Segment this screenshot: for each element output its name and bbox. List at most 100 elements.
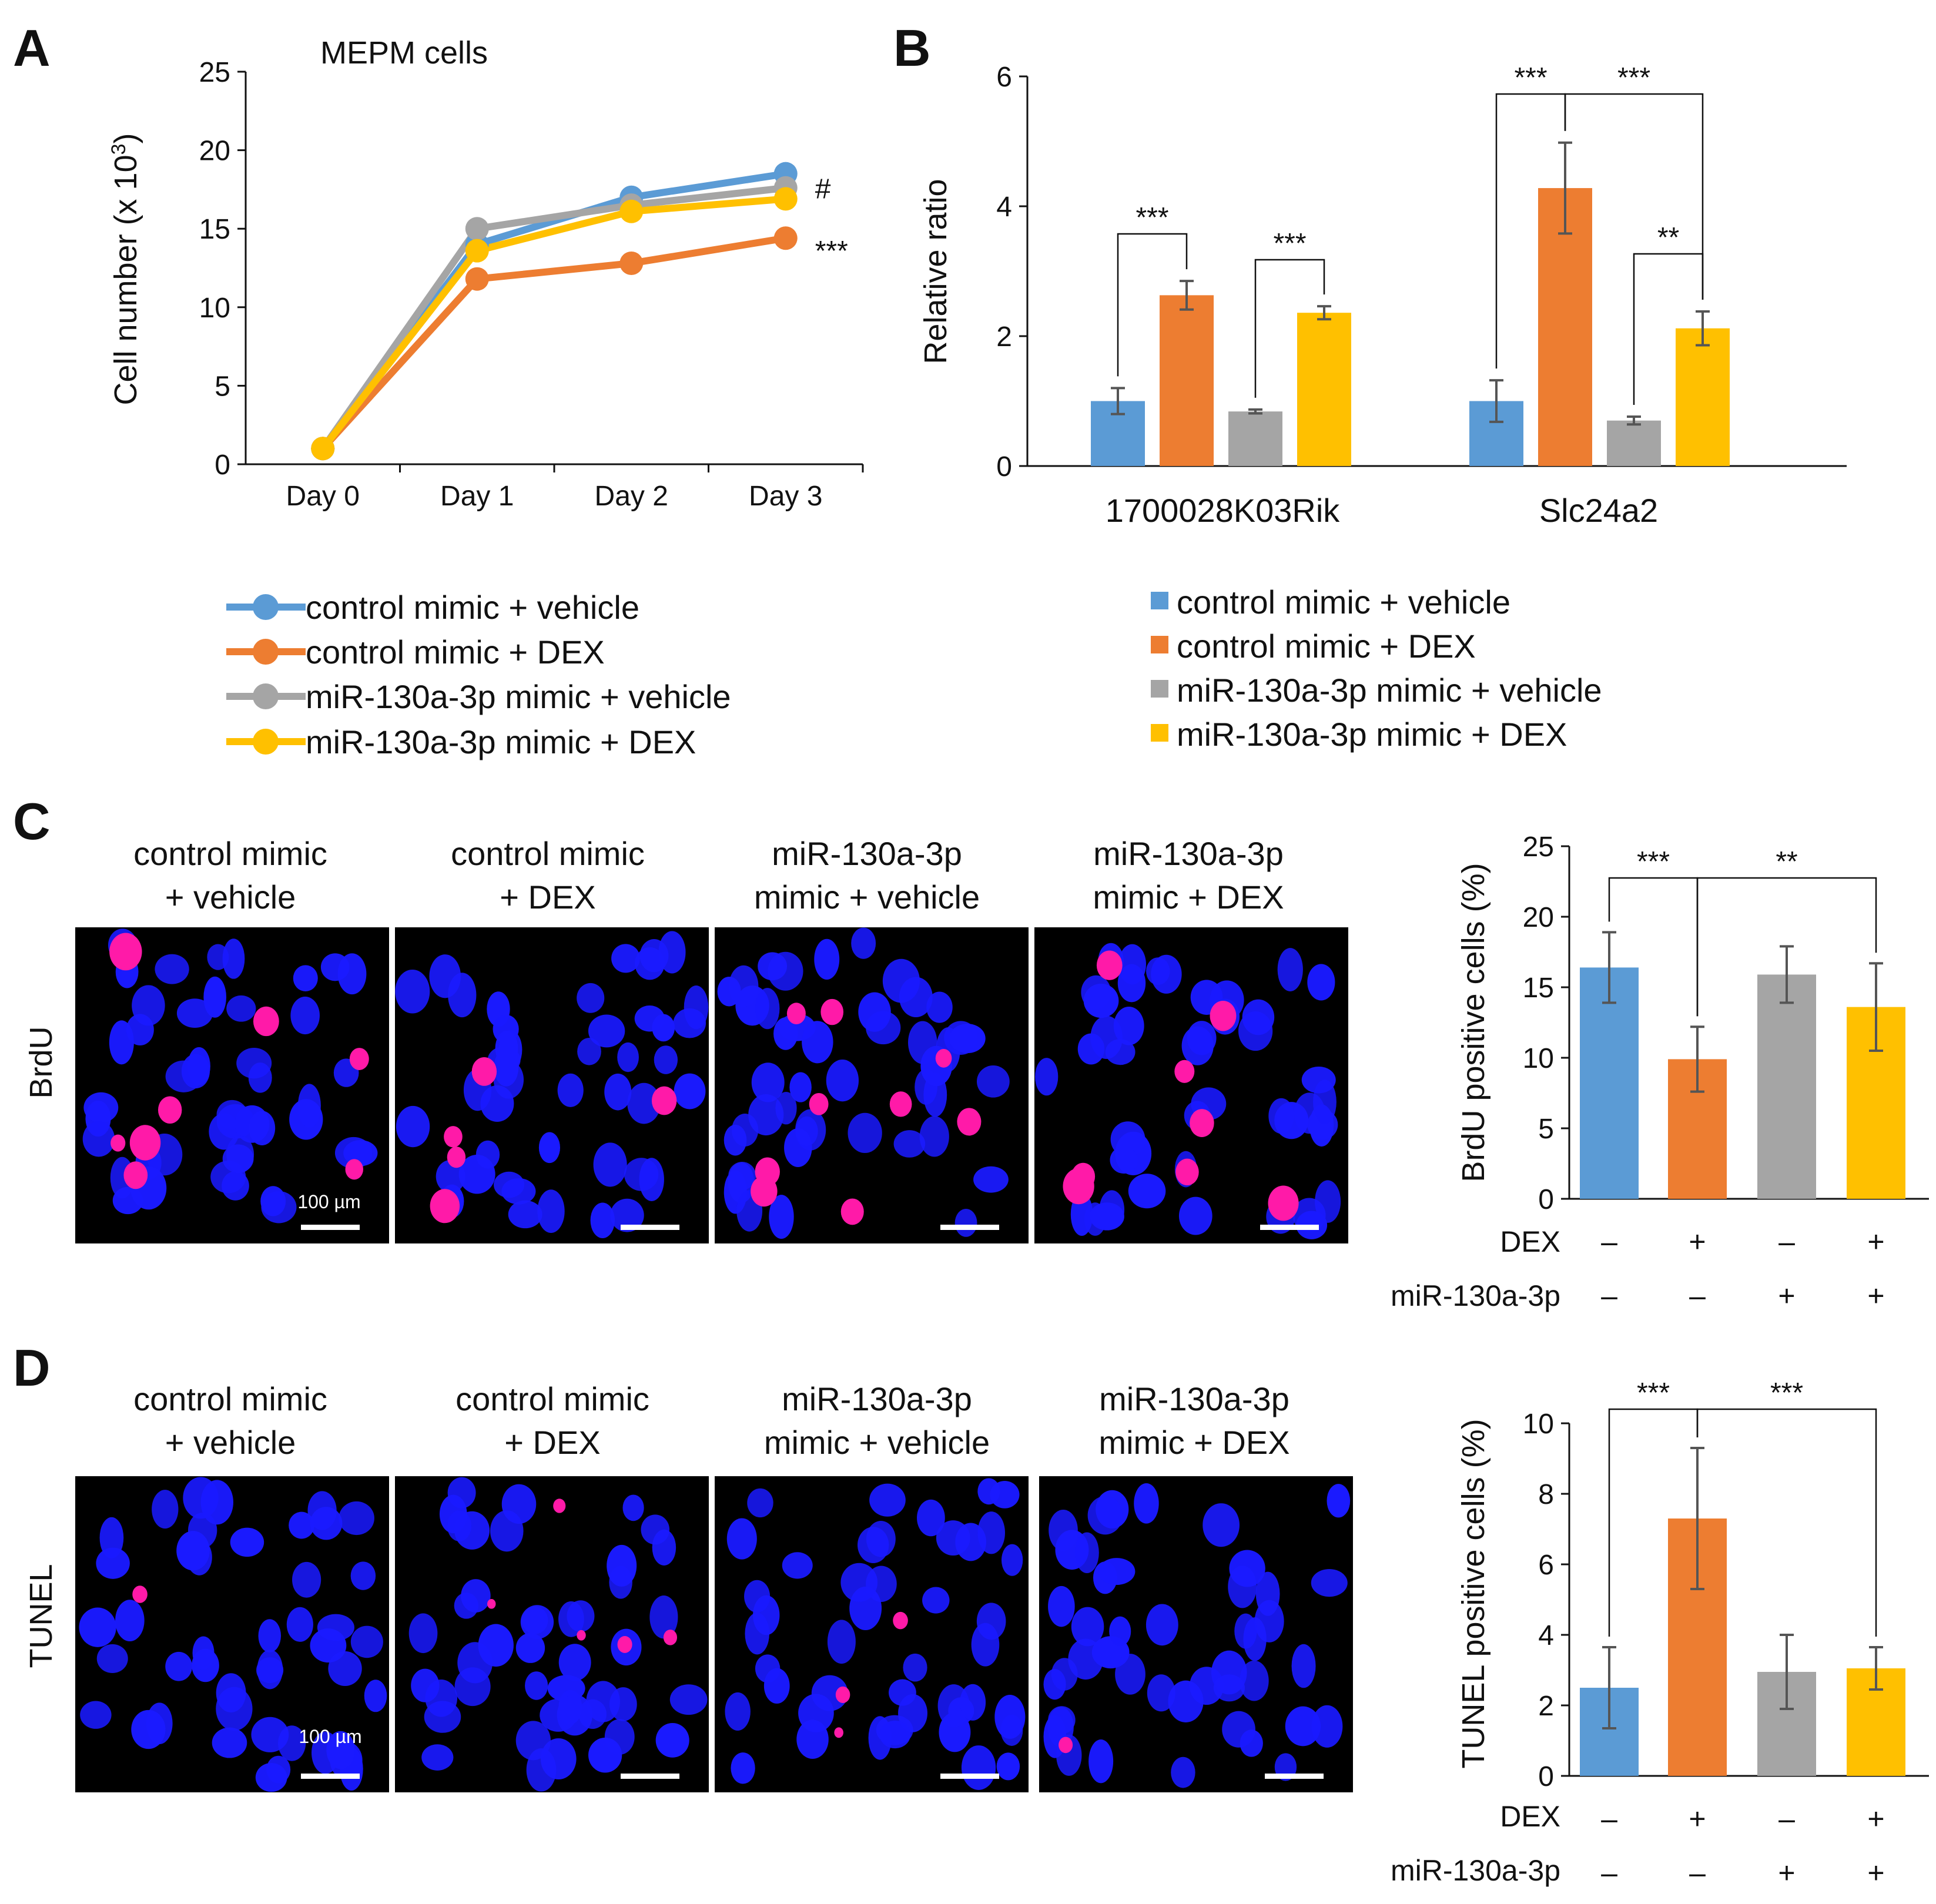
micro-c-nucleus xyxy=(748,1094,784,1136)
chart-d-dex-sign-1: – xyxy=(1601,1802,1617,1835)
micro-d-nucleus xyxy=(454,1593,479,1619)
micro-c-nucleus xyxy=(1187,1021,1217,1055)
micro-c-nucleus xyxy=(83,1092,119,1123)
micro-c-nucleus xyxy=(593,1142,627,1187)
micro-c-nucleus xyxy=(949,1024,986,1054)
legend-b-label-1: control mimic + vehicle xyxy=(1177,584,1510,621)
micro-d-nucleus xyxy=(350,1561,376,1590)
chart-d-mir-sign-3: + xyxy=(1778,1856,1795,1889)
micro-d-nucleus xyxy=(922,1587,950,1614)
micro-d-nucleus xyxy=(230,1527,264,1557)
micro-d-nucleus xyxy=(1234,1613,1257,1649)
micro-d-nucleus xyxy=(115,1600,145,1642)
legend-a-item-2: control mimic + DEX xyxy=(226,633,605,671)
micro-d-nucleus xyxy=(186,1539,212,1576)
micro-c-positive-cell xyxy=(809,1092,829,1115)
chart-d-sig-label-1: *** xyxy=(1637,1377,1670,1409)
micro-c-nucleus xyxy=(538,1132,560,1164)
chart-a-title: MEPM cells xyxy=(320,35,488,71)
legend-b-swatch-3 xyxy=(1151,680,1168,698)
micro-d-nucleus xyxy=(1291,1644,1316,1688)
micro-c-positive-cell xyxy=(129,1125,161,1161)
chart-b-ytick-label-3: 6 xyxy=(996,62,1012,93)
micro-d-nucleus xyxy=(490,1510,524,1552)
micro-c-positive-cell xyxy=(820,998,844,1025)
micro-c-nucleus xyxy=(165,1060,202,1092)
micro-d-nucleus xyxy=(1311,1568,1348,1597)
micro-d-nucleus xyxy=(558,1644,591,1681)
chart-a-ytick-label-1: 5 xyxy=(215,371,230,402)
micro-d-nucleus xyxy=(1311,1705,1343,1748)
legend-a-label-3: miR-130a-3p mimic + vehicle xyxy=(306,678,731,715)
chart-d-errbar-1 xyxy=(1602,1646,1616,1729)
micro-c-nucleus xyxy=(717,976,741,1007)
chart-b-bar-1-4 xyxy=(1297,313,1351,466)
micro-d-nucleus xyxy=(558,1601,584,1637)
micro-c-nucleus xyxy=(919,1116,949,1157)
micro-c-nucleus xyxy=(176,998,213,1028)
micro-d-positive-cell xyxy=(553,1499,566,1513)
micro-c-scale-bar-2 xyxy=(621,1225,679,1230)
micro-c-nucleus xyxy=(1277,948,1303,991)
chart-d-sig-bracket-2 xyxy=(1696,1408,1877,1637)
micro-d-nucleus xyxy=(903,1653,927,1682)
micro-d-nucleus xyxy=(525,1671,548,1700)
micro-c-nucleus xyxy=(588,1014,625,1048)
micro-c-nucleus xyxy=(1315,1180,1341,1223)
chart-c-row-label-dex: DEX xyxy=(1500,1225,1560,1258)
micro-d-nucleus xyxy=(961,1745,996,1790)
micro-d-positive-cell xyxy=(577,1630,586,1641)
chart-b-ytick-label-0: 0 xyxy=(996,451,1012,482)
micro-d-nucleus xyxy=(96,1547,130,1579)
micro-c-scale-label: 100 µm xyxy=(297,1191,360,1212)
chart-a-xtick-label-2: Day 2 xyxy=(595,481,668,512)
micro-c-nucleus xyxy=(222,1144,254,1173)
chart-a-ytick-label-4: 20 xyxy=(199,136,230,167)
chart-d-dex-sign-2: + xyxy=(1689,1802,1706,1835)
chart-d-sig-label-2: *** xyxy=(1770,1377,1803,1409)
chart-c-ytick-label-2: 10 xyxy=(1523,1043,1554,1074)
micro-d-nucleus xyxy=(1098,1558,1136,1585)
micro-c-nucleus xyxy=(226,995,256,1022)
micro-d-nucleus xyxy=(744,1580,771,1613)
chart-b-category-1: 1700028K03Rik xyxy=(1106,492,1341,529)
legend-a-item-1: control mimic + vehicle xyxy=(226,589,639,626)
chart-d-ytick-label-1: 2 xyxy=(1538,1691,1554,1722)
micro-c-nucleus xyxy=(926,991,953,1023)
chart-d-ytick-label-5: 10 xyxy=(1523,1409,1554,1440)
micro-d-cond-2-line-1: control mimic xyxy=(455,1380,649,1417)
chart-a-point-4-4 xyxy=(773,187,798,211)
chart-b-errbar-1-3 xyxy=(1248,408,1262,415)
legend-a-label-4: miR-130a-3p mimic + DEX xyxy=(306,723,696,760)
micro-d-positive-cell xyxy=(487,1599,496,1609)
micro-d-nucleus xyxy=(827,1620,856,1664)
micro-d-nucleus xyxy=(1327,1484,1351,1518)
legend-a-label-2: control mimic + DEX xyxy=(306,633,605,671)
chart-d-mir-sign-1: – xyxy=(1601,1856,1617,1889)
legend-b-label-4: miR-130a-3p mimic + DEX xyxy=(1177,716,1567,753)
micro-c-nucleus xyxy=(207,944,229,970)
micro-c-nucleus xyxy=(851,927,876,959)
chart-d-errbar-2 xyxy=(1690,1447,1704,1590)
micro-c-positive-cell xyxy=(345,1159,363,1180)
chart-d-ylabel: TUNEL positive cells (%) xyxy=(1456,1419,1491,1768)
micro-d-nucleus xyxy=(726,1518,757,1560)
micro-d-nucleus xyxy=(408,1613,438,1654)
micro-c-nucleus xyxy=(577,1037,601,1065)
legend-a-marker-1 xyxy=(253,594,279,620)
micrograph-row-tunel: control mimic + vehicle control mimic + … xyxy=(24,1380,1353,1792)
chart-a-ytick-label-3: 15 xyxy=(199,214,230,245)
micro-c-nucleus xyxy=(617,1042,639,1072)
micro-c-nucleus xyxy=(627,1082,661,1124)
micro-c-cond-1-line-1: control mimic xyxy=(133,835,327,872)
panel-letter-c: C xyxy=(13,792,51,850)
micro-c-nucleus xyxy=(1090,1202,1124,1231)
micro-c-nucleus xyxy=(858,992,891,1032)
micro-d-nucleus xyxy=(289,1511,314,1539)
micro-c-nucleus xyxy=(126,1014,154,1045)
micro-c-nucleus xyxy=(634,1005,665,1032)
micro-d-nucleus xyxy=(977,1511,1006,1554)
chart-d-dex-sign-3: – xyxy=(1778,1802,1795,1835)
micro-d-scale-bar-4 xyxy=(1265,1774,1324,1779)
